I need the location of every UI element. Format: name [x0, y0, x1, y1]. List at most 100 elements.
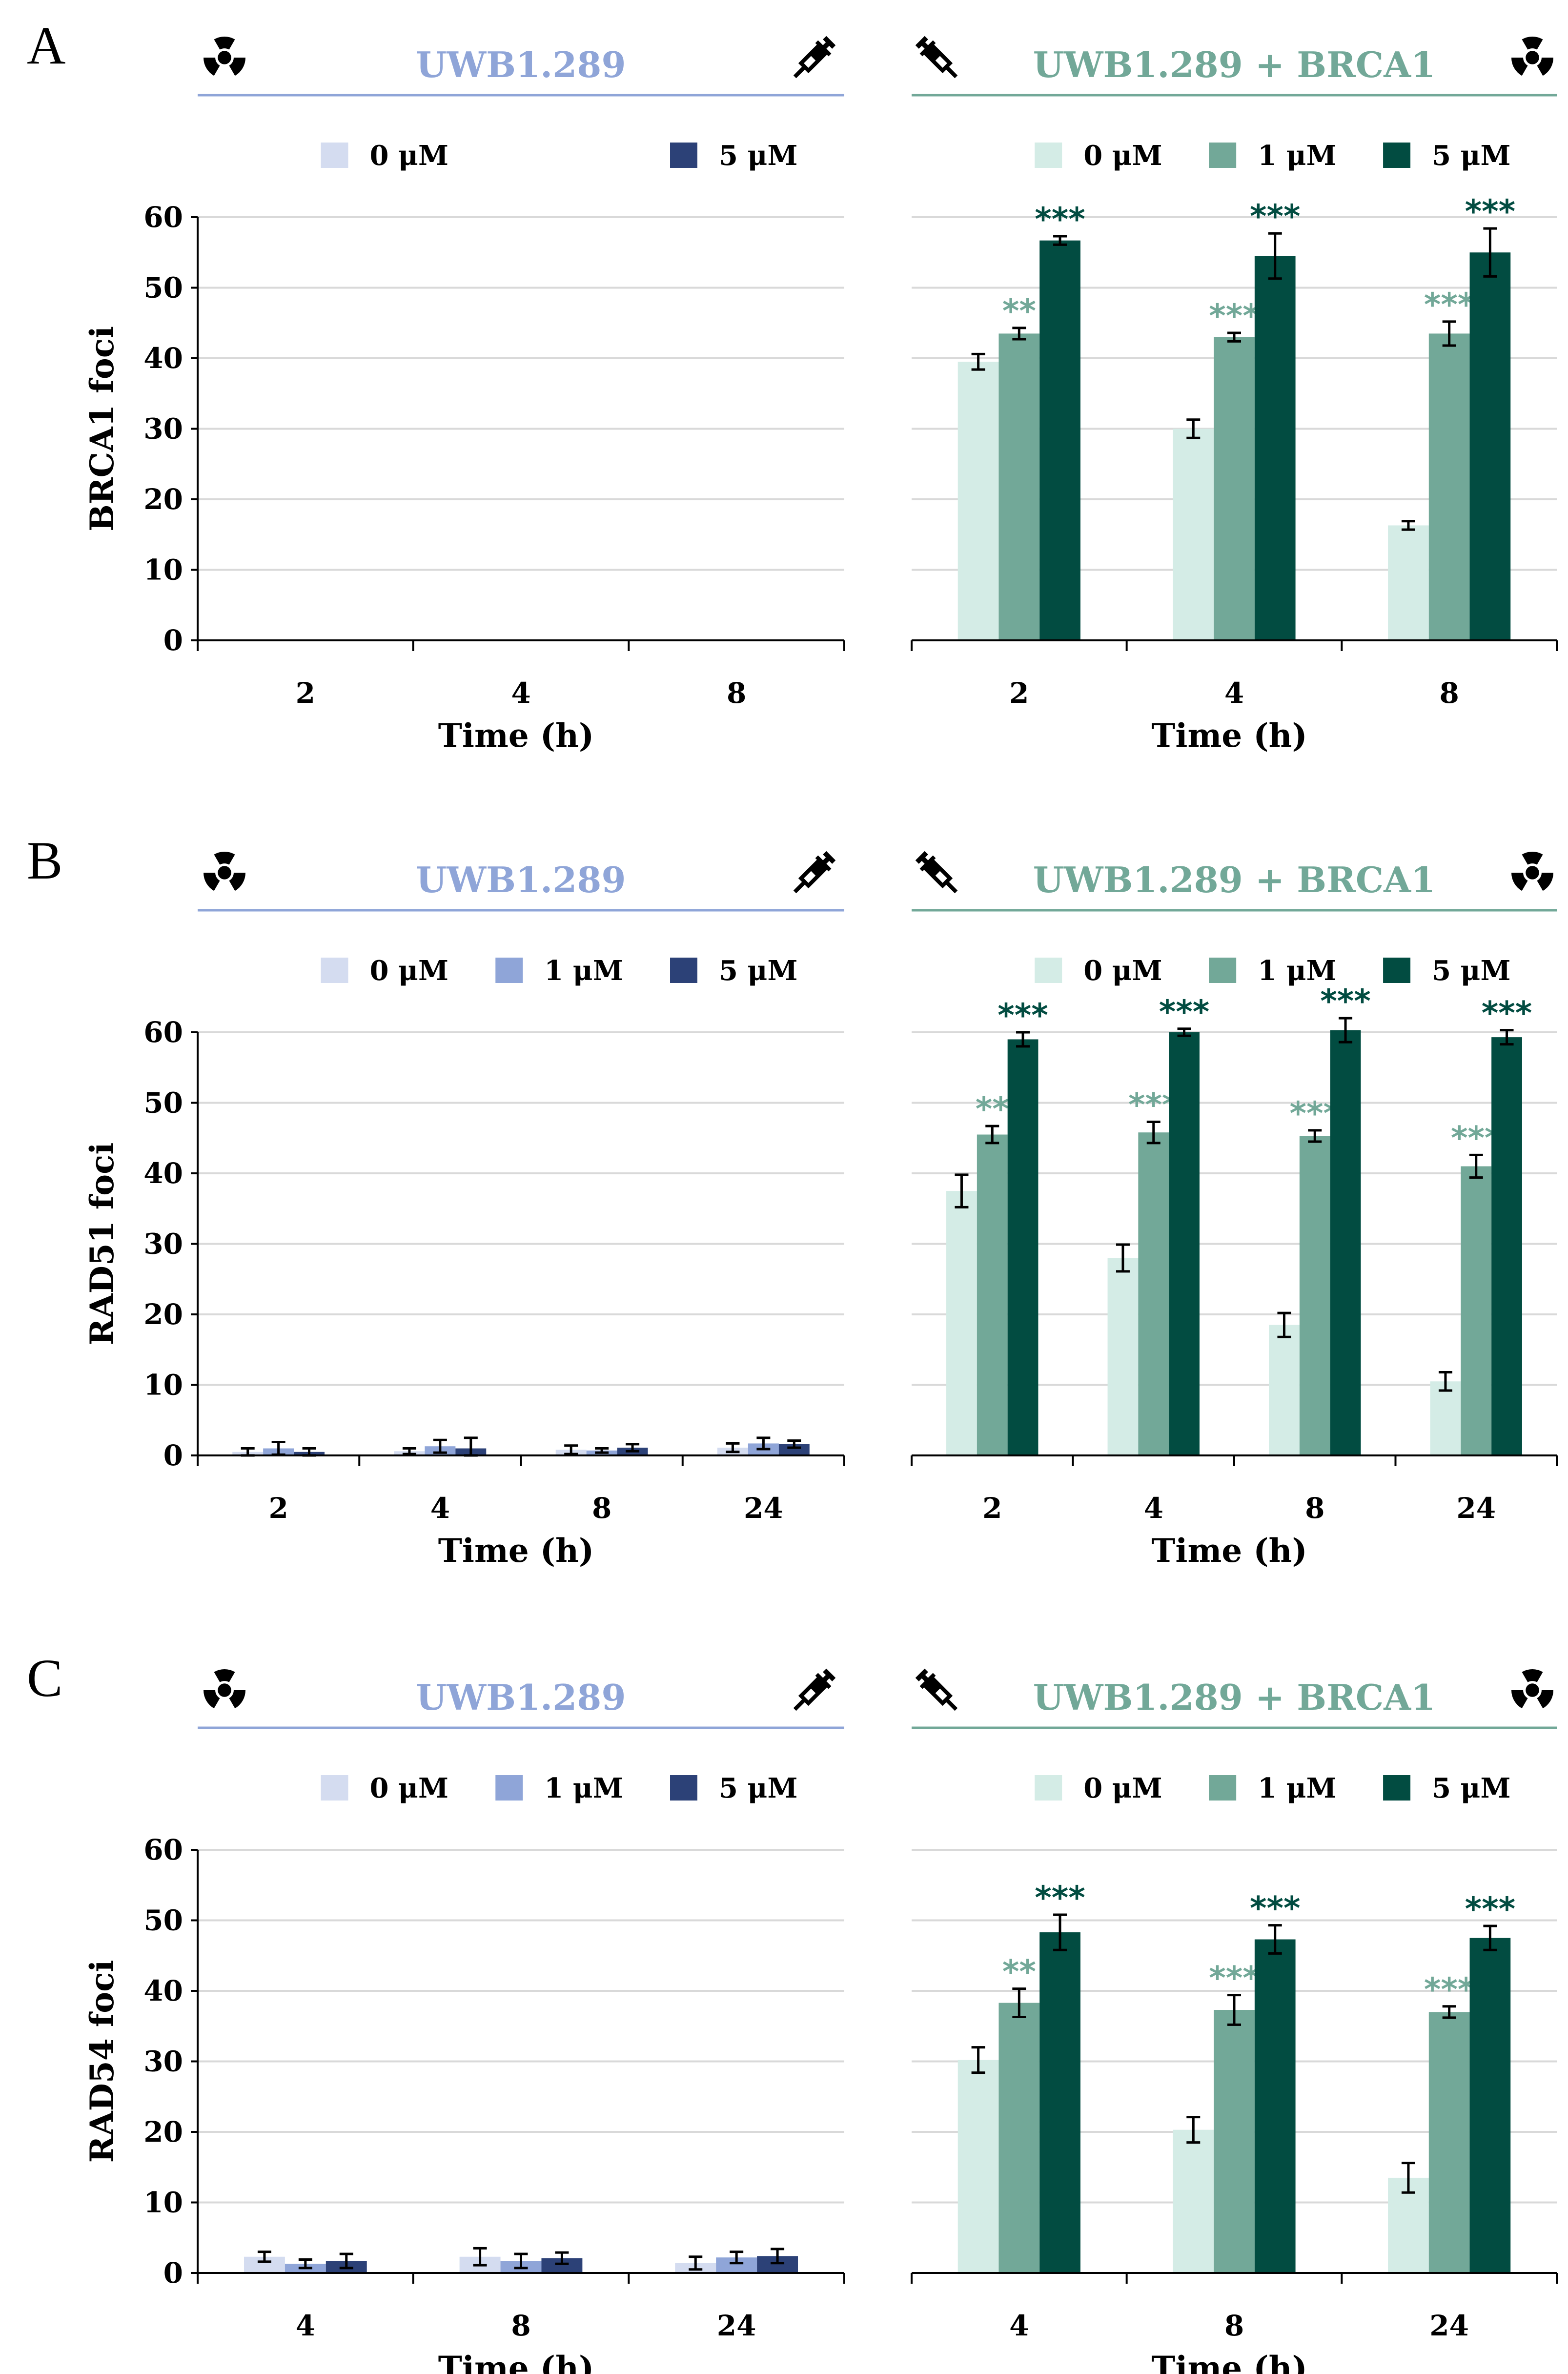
radiation-icon-blade-0 — [1522, 852, 1543, 865]
y-tick-label: 30 — [143, 2045, 183, 2078]
x-axis-title: Time (h) — [1151, 2349, 1307, 2374]
radiation-icon-blade-1 — [1537, 873, 1553, 891]
y-tick-label: 40 — [143, 1157, 183, 1190]
radiation-icon-center — [218, 51, 231, 64]
x-axis-title: Time (h) — [438, 716, 594, 755]
radiation-icon-blade-1 — [1537, 1690, 1553, 1709]
legend-item: 0 μM — [321, 140, 448, 172]
bar — [1491, 1037, 1522, 1455]
y-tick-label: 10 — [143, 553, 183, 587]
legend-item: 5 μM — [1383, 1772, 1511, 1804]
legend-label: 5 μM — [1432, 140, 1510, 172]
bar — [1169, 1032, 1200, 1455]
legend-label: 5 μM — [719, 140, 797, 172]
bar — [1269, 1325, 1300, 1455]
syringe-icon-needle — [793, 1698, 806, 1711]
significance-marker: ** — [1002, 1953, 1036, 1991]
syringe-icon-flange — [919, 855, 936, 872]
x-tick-label: 24 — [744, 1492, 783, 1525]
legend-label: 0 μM — [1083, 1772, 1162, 1804]
legend-swatch — [1035, 1775, 1062, 1801]
legend-swatch — [1209, 958, 1237, 983]
legend-label: 5 μM — [719, 955, 797, 987]
legend-label: 0 μM — [370, 140, 448, 172]
bar — [1173, 2129, 1214, 2273]
syringe-icon — [793, 851, 836, 894]
legend-label: 1 μM — [544, 955, 623, 987]
significance-marker: *** — [1159, 993, 1210, 1031]
radiation-icon-blade-2 — [1511, 1690, 1528, 1709]
legend-swatch — [321, 1775, 348, 1801]
y-axis-title: RAD54 foci — [83, 1960, 121, 2163]
significance-marker: *** — [1209, 297, 1260, 335]
panel-letter: A — [27, 16, 65, 75]
bar — [998, 2003, 1040, 2273]
y-tick-label: 60 — [143, 1833, 183, 1866]
legend-item: 0 μM — [1035, 955, 1162, 987]
radiation-icon-center — [1526, 866, 1539, 880]
bar — [1428, 333, 1470, 640]
radiation-icon-blade-1 — [229, 873, 245, 891]
legend-label: 0 μM — [1083, 140, 1162, 172]
syringe-icon — [915, 36, 958, 79]
chart-uwb1289: UWB1.289 0 μM 5 μM 0 10 20 30 40 50 60 2 4 8 Time (h) — [143, 36, 845, 755]
x-tick-label: 24 — [1456, 1492, 1496, 1525]
legend-item: 1 μM — [1209, 1772, 1337, 1804]
y-tick-label: 50 — [143, 1086, 183, 1120]
x-tick-label: 24 — [717, 2309, 756, 2342]
radiation-icon — [204, 1669, 245, 1709]
y-tick-label: 30 — [143, 412, 183, 446]
bar — [998, 333, 1040, 640]
radiation-icon-blade-0 — [214, 852, 235, 865]
significance-marker: *** — [1465, 193, 1516, 230]
legend-item: 1 μM — [1209, 955, 1337, 987]
chart-uwb1289: UWB1.289 0 μM 1 μM 5 μM 0 10 20 30 40 50 60 4 8 24 Tim… — [143, 1668, 845, 2374]
significance-marker: *** — [1320, 982, 1371, 1020]
radiation-icon-center — [218, 866, 231, 880]
legend-item: 1 μM — [495, 1772, 623, 1804]
significance-marker: ** — [1002, 292, 1036, 330]
radiation-icon — [1511, 37, 1553, 76]
y-tick-label: 30 — [143, 1228, 183, 1261]
radiation-icon-blade-0 — [1522, 1669, 1543, 1682]
significance-marker: *** — [1482, 995, 1532, 1032]
syringe-icon-needle — [945, 1698, 958, 1711]
bar — [1469, 252, 1511, 640]
legend-swatch — [321, 958, 348, 983]
bar — [1469, 1938, 1511, 2273]
radiation-icon-blade-2 — [204, 1690, 220, 1709]
chart-title: UWB1.289 + BRCA1 — [1033, 859, 1435, 900]
significance-marker: *** — [998, 997, 1048, 1034]
legend-swatch — [1035, 958, 1062, 983]
x-tick-label: 2 — [296, 676, 315, 710]
y-tick-label: 50 — [143, 271, 183, 305]
bar — [1254, 256, 1296, 640]
y-tick-label: 60 — [143, 201, 183, 234]
y-tick-label: 20 — [143, 2115, 183, 2149]
radiation-icon-center — [1526, 1683, 1539, 1697]
bar — [957, 2060, 999, 2273]
y-tick-label: 40 — [143, 342, 183, 375]
legend-swatch — [670, 958, 697, 983]
y-tick-label: 0 — [163, 624, 183, 657]
bar — [1330, 1030, 1361, 1455]
x-tick-label: 2 — [268, 1492, 288, 1525]
y-tick-label: 20 — [143, 1298, 183, 1331]
x-tick-label: 8 — [511, 2309, 530, 2342]
bar — [1007, 1039, 1039, 1455]
legend-label: 5 μM — [1432, 955, 1510, 987]
bar — [778, 1444, 810, 1455]
x-tick-label: 8 — [1224, 2309, 1244, 2342]
legend-item: 0 μM — [1035, 1772, 1162, 1804]
legend-swatch — [321, 143, 348, 168]
legend-swatch — [670, 143, 697, 168]
panel-letter: B — [27, 831, 62, 890]
x-tick-label: 24 — [1429, 2309, 1469, 2342]
panel-letter: C — [27, 1648, 62, 1708]
legend-swatch — [1383, 958, 1411, 983]
syringe-icon-needle — [793, 65, 806, 79]
legend-label: 5 μM — [1432, 1772, 1510, 1804]
